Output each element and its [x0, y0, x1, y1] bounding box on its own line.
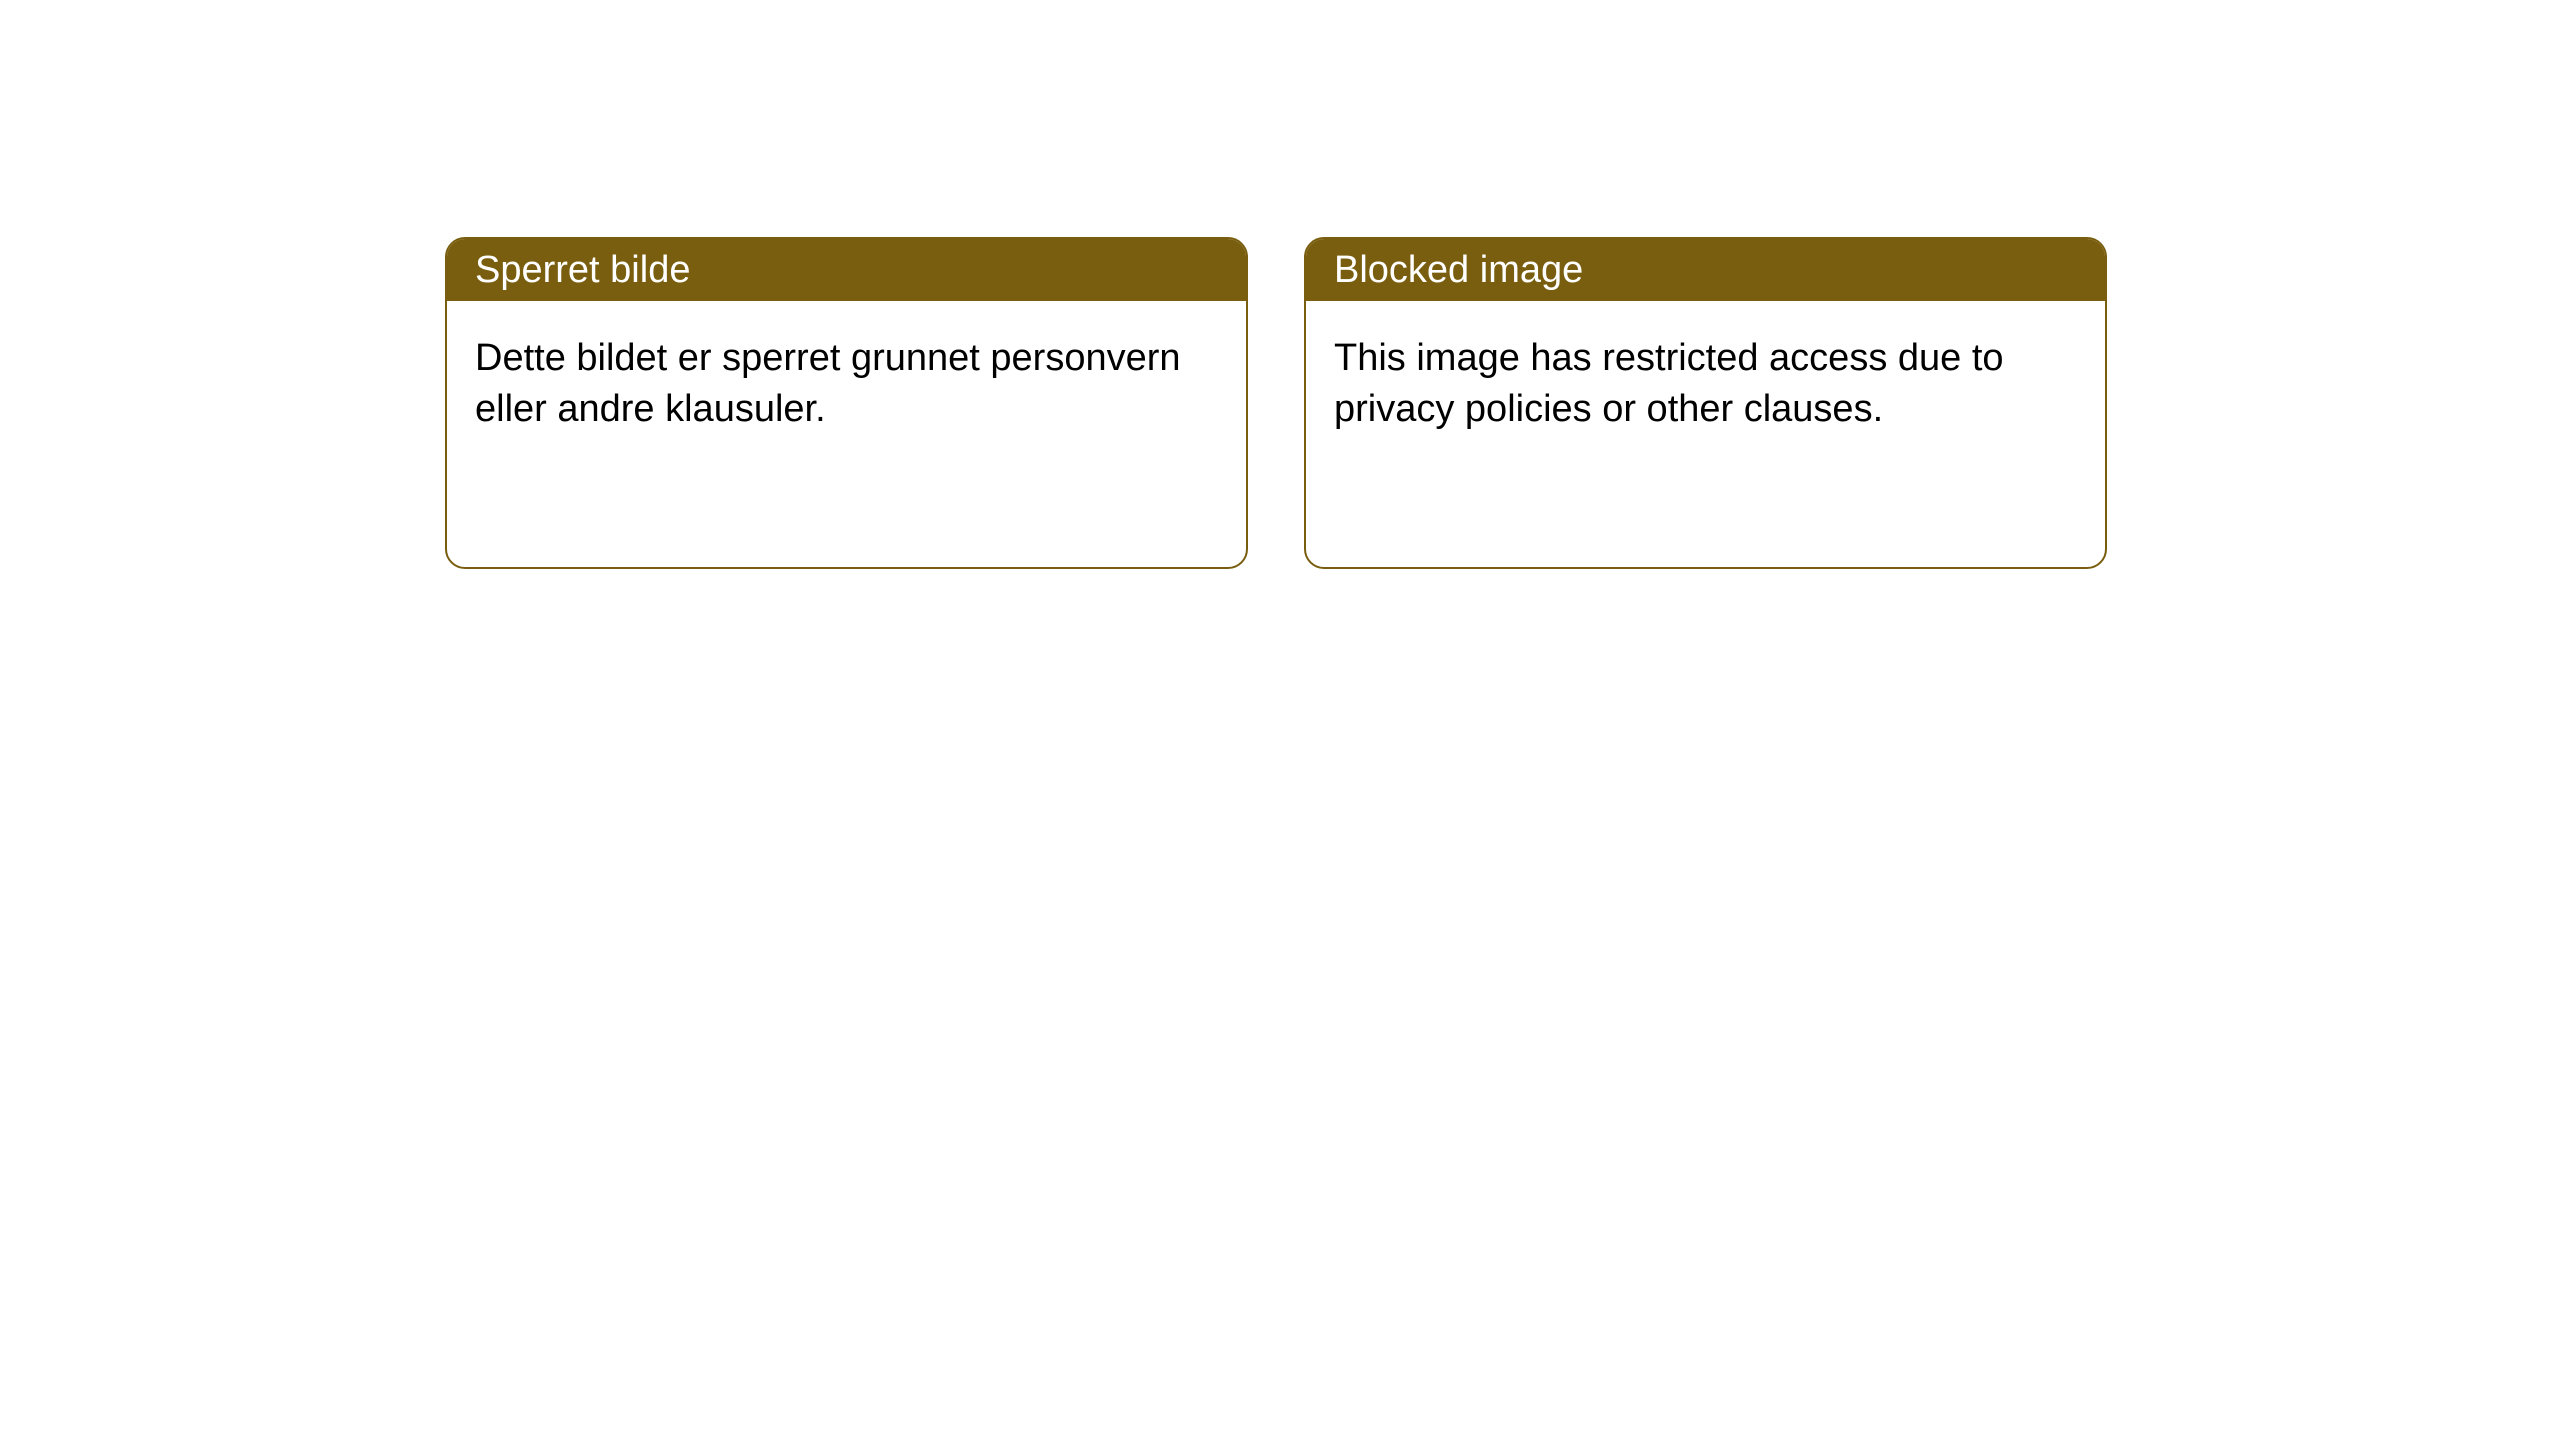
- notice-header-text: Sperret bilde: [475, 249, 690, 292]
- notice-header: Blocked image: [1306, 239, 2105, 301]
- notice-header-text: Blocked image: [1334, 249, 1583, 292]
- notice-card-norwegian: Sperret bilde Dette bildet er sperret gr…: [445, 237, 1248, 569]
- notice-container: Sperret bilde Dette bildet er sperret gr…: [0, 0, 2560, 569]
- notice-header: Sperret bilde: [447, 239, 1246, 301]
- notice-body-text: This image has restricted access due to …: [1334, 337, 2004, 430]
- notice-body: This image has restricted access due to …: [1306, 301, 2105, 468]
- notice-body-text: Dette bildet er sperret grunnet personve…: [475, 337, 1181, 430]
- notice-card-english: Blocked image This image has restricted …: [1304, 237, 2107, 569]
- notice-body: Dette bildet er sperret grunnet personve…: [447, 301, 1246, 468]
